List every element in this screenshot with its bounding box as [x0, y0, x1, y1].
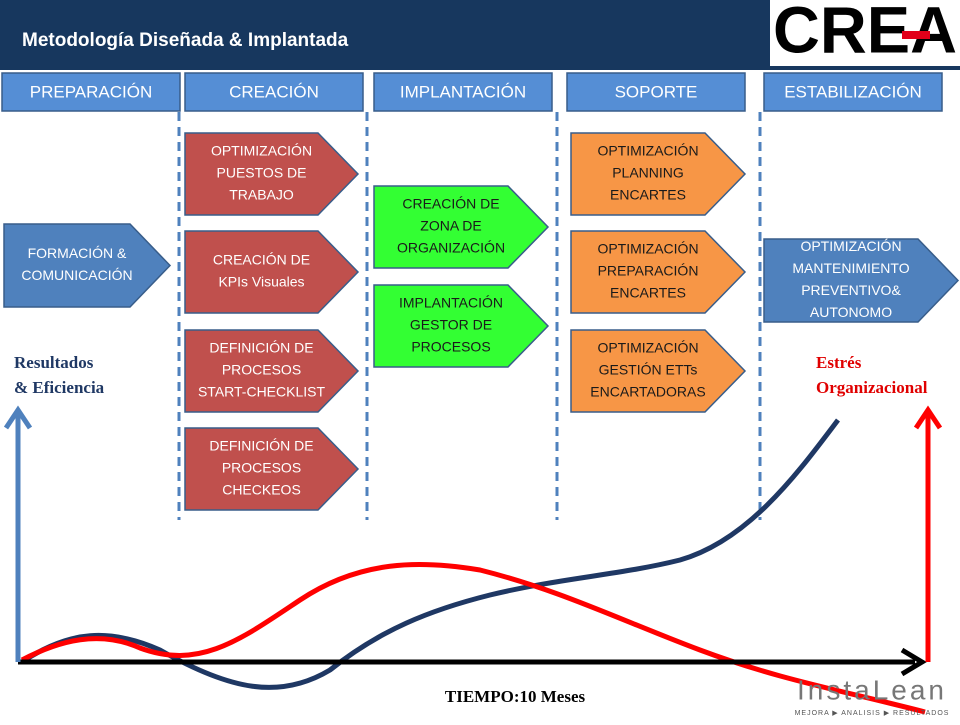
phase-label: ESTABILIZACIÓN [784, 82, 922, 101]
box-label: START-CHECKLIST [198, 384, 326, 400]
phase-label: IMPLANTACIÓN [400, 82, 526, 101]
left-label: & Eficiencia [14, 378, 105, 397]
box-label: ZONA DE [420, 218, 481, 234]
phase-label: SOPORTE [615, 82, 698, 101]
box-label: CREACIÓN DE [402, 196, 499, 212]
box-label: ENCARTADORAS [590, 384, 705, 400]
box-label: ENCARTES [610, 285, 686, 301]
box-label: ENCARTES [610, 187, 686, 203]
brand: InstaLean [797, 674, 947, 705]
box-label: GESTIÓN ETTs [599, 362, 698, 378]
process-arrow [570, 329, 747, 413]
box-label: PREPARACIÓN [598, 263, 699, 279]
box-label: PLANNING [612, 165, 684, 181]
box-label: GESTOR DE [410, 317, 492, 333]
box-label: TRABAJO [229, 187, 294, 203]
tagline: MEJORA ▶ ANALISIS ▶ RESULTADOS [795, 710, 950, 717]
box-label: OPTIMIZACIÓN [597, 241, 698, 257]
box-label: CREACIÓN DE [213, 252, 310, 268]
right-label: Organizacional [816, 378, 928, 397]
phase-box [1, 72, 181, 112]
box-label: PREVENTIVO& [801, 282, 901, 298]
right-arrowhead [913, 405, 943, 430]
process-arrow [184, 427, 360, 511]
box-label: OPTIMIZACIÓN [211, 143, 312, 159]
box-label: IMPLANTACIÓN [399, 295, 503, 311]
phase-box [373, 72, 553, 112]
process-arrow [184, 230, 360, 314]
x-arrowhead [900, 647, 927, 677]
phase-label: CREACIÓN [229, 82, 319, 101]
box-label: KPIs Visuales [218, 274, 304, 290]
process-arrow [3, 223, 172, 308]
phase-box [566, 72, 746, 112]
left-arrowhead [3, 405, 33, 430]
box-label: DEFINICIÓN DE [209, 340, 313, 356]
dividers [177, 112, 762, 520]
box-label: OPTIMIZACIÓN [800, 238, 901, 254]
box-label: FORMACIÓN & [28, 245, 127, 261]
box-label: PROCESOS [222, 362, 301, 378]
box-label: PROCESOS [222, 460, 301, 476]
stress-curve [20, 561, 926, 715]
box-label: PUESTOS DE [217, 165, 307, 181]
box-label: PROCESOS [411, 339, 490, 355]
box-label: COMUNICACIÓN [21, 267, 132, 283]
box-label: ORGANIZACIÓN [397, 240, 505, 256]
phase-label: PREPARACIÓN [30, 82, 153, 101]
left-label: Resultados [14, 353, 94, 372]
box-label: OPTIMIZACIÓN [597, 340, 698, 356]
process-arrow [570, 230, 747, 314]
process-arrow [763, 238, 960, 323]
results-curve [20, 418, 840, 690]
box-label: CHECKEOS [222, 482, 301, 498]
process-arrow [373, 185, 550, 269]
phase-box [763, 72, 943, 112]
box-label: DEFINICIÓN DE [209, 438, 313, 454]
phase-box [184, 72, 364, 112]
title: Metodología Diseñada & Implantada [22, 30, 349, 51]
process-arrow [373, 284, 550, 368]
box-label: MANTENIMIENTO [792, 260, 909, 276]
right-label: Estrés [816, 353, 862, 372]
x-label: TIEMPO:10 Meses [445, 687, 586, 706]
box-label: OPTIMIZACIÓN [597, 143, 698, 159]
process-arrow [570, 132, 747, 216]
process-arrow [184, 132, 360, 216]
box-label: AUTONOMO [810, 304, 892, 320]
logo-accent [902, 31, 930, 39]
process-arrow [184, 329, 360, 413]
